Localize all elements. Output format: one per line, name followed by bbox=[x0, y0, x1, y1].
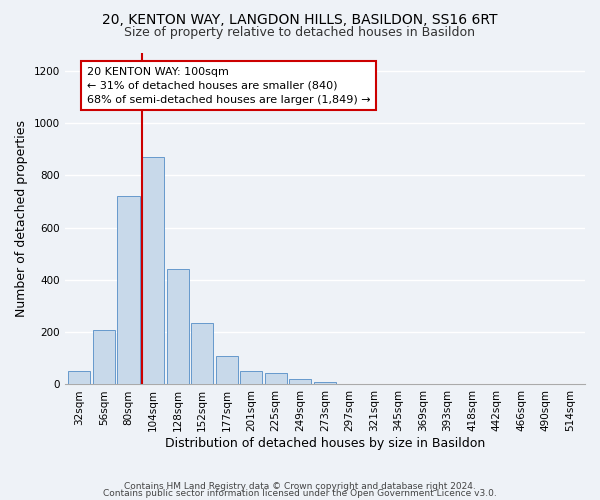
Text: Contains HM Land Registry data © Crown copyright and database right 2024.: Contains HM Land Registry data © Crown c… bbox=[124, 482, 476, 491]
Text: 20, KENTON WAY, LANGDON HILLS, BASILDON, SS16 6RT: 20, KENTON WAY, LANGDON HILLS, BASILDON,… bbox=[102, 12, 498, 26]
Bar bbox=[167, 270, 188, 384]
Text: Contains public sector information licensed under the Open Government Licence v3: Contains public sector information licen… bbox=[103, 490, 497, 498]
Text: Size of property relative to detached houses in Basildon: Size of property relative to detached ho… bbox=[125, 26, 476, 39]
Y-axis label: Number of detached properties: Number of detached properties bbox=[15, 120, 28, 317]
Bar bbox=[215, 356, 238, 384]
X-axis label: Distribution of detached houses by size in Basildon: Distribution of detached houses by size … bbox=[165, 437, 485, 450]
Bar bbox=[93, 330, 115, 384]
Bar bbox=[142, 157, 164, 384]
Bar bbox=[118, 196, 140, 384]
Bar bbox=[314, 382, 336, 384]
Text: 20 KENTON WAY: 100sqm
← 31% of detached houses are smaller (840)
68% of semi-det: 20 KENTON WAY: 100sqm ← 31% of detached … bbox=[87, 67, 370, 105]
Bar bbox=[240, 372, 262, 384]
Bar bbox=[191, 323, 213, 384]
Bar bbox=[289, 379, 311, 384]
Bar bbox=[68, 372, 91, 384]
Bar bbox=[265, 372, 287, 384]
